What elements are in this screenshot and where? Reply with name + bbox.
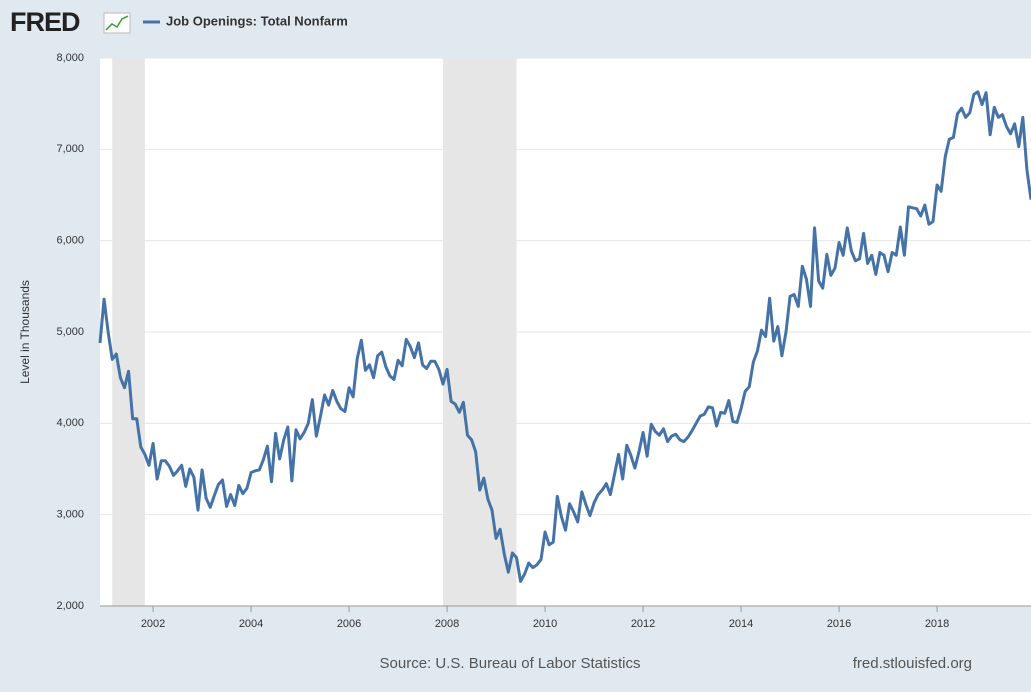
y-tick-label: 8,000 xyxy=(56,52,84,64)
legend-label: Job Openings: Total Nonfarm xyxy=(166,13,348,28)
x-tick-label: 2018 xyxy=(925,618,949,630)
site-link[interactable]: fred.stlouisfed.org xyxy=(853,655,972,672)
y-axis-label: Level in Thousands xyxy=(18,280,32,384)
y-tick-label: 5,000 xyxy=(56,326,84,338)
x-tick-label: 2016 xyxy=(827,618,851,630)
y-tick-label: 7,000 xyxy=(56,143,84,155)
y-tick-label: 4,000 xyxy=(56,417,84,429)
x-tick-label: 2010 xyxy=(533,618,557,630)
logo-icon xyxy=(103,12,131,34)
x-tick-label: 2008 xyxy=(435,618,459,630)
x-tick-label: 2012 xyxy=(631,618,655,630)
logo[interactable]: FRED xyxy=(10,7,81,37)
x-tick-label: 2004 xyxy=(239,618,263,630)
line-series xyxy=(98,90,1031,583)
y-tick-label: 3,000 xyxy=(56,509,84,521)
y-tick-label: 2,000 xyxy=(56,600,84,612)
x-tick-label: 2002 xyxy=(141,618,165,630)
x-tick-label: 2014 xyxy=(729,618,753,630)
source: Source: U.S. Bureau of Labor Statistics xyxy=(380,655,641,672)
y-tick-label: 6,000 xyxy=(56,235,84,247)
x-tick-label: 2006 xyxy=(337,618,361,630)
